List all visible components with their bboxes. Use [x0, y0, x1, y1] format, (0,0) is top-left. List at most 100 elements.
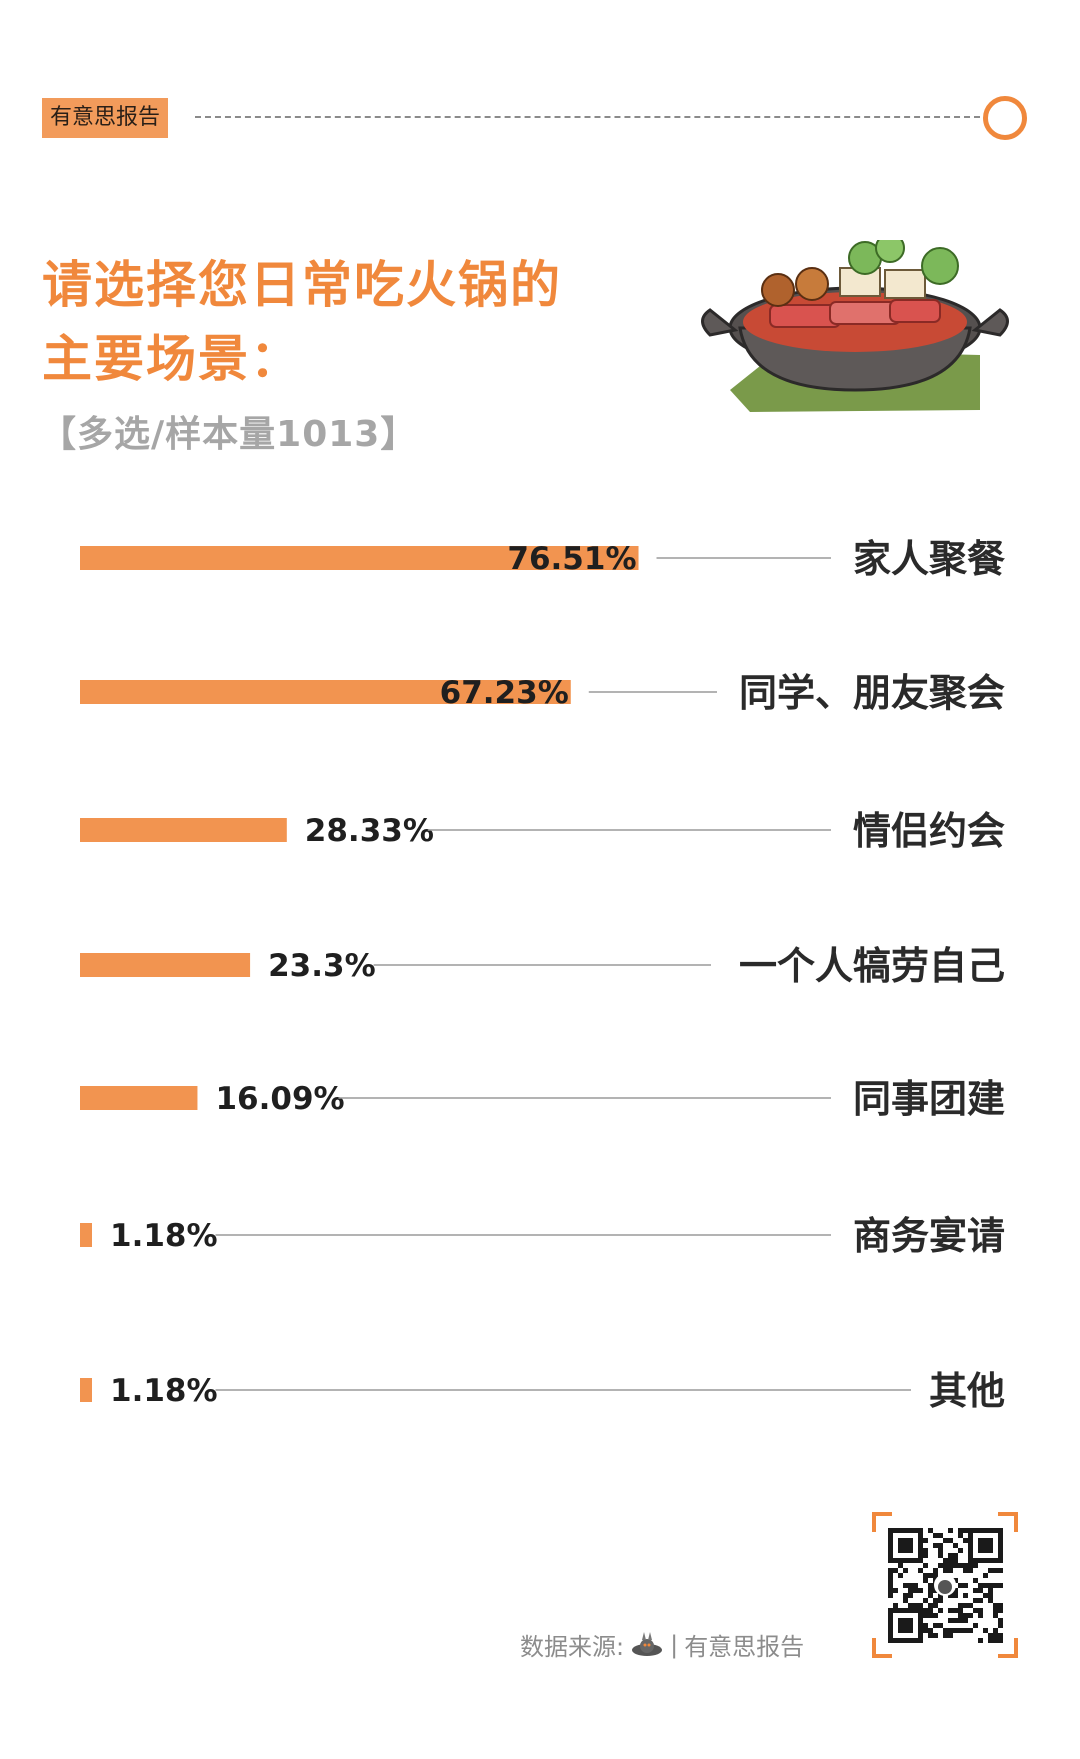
qr-module — [933, 1543, 938, 1548]
qr-module — [958, 1613, 963, 1618]
qr-module — [943, 1558, 948, 1563]
qr-module — [983, 1583, 988, 1588]
qr-module — [938, 1623, 943, 1628]
qr-module — [948, 1628, 953, 1633]
data-source-footer: 数据来源: | 有意思报告 — [520, 1627, 804, 1662]
qr-module — [928, 1573, 933, 1578]
qr-module — [983, 1573, 988, 1578]
qr-module — [928, 1633, 933, 1638]
chart-title: 请选择您日常吃火锅的 主要场景： — [42, 248, 562, 396]
qr-module — [978, 1638, 983, 1643]
qr-module — [968, 1628, 973, 1633]
qr-module — [963, 1568, 968, 1573]
qr-module — [988, 1588, 993, 1593]
qr-module — [988, 1638, 993, 1643]
qr-module — [938, 1563, 943, 1568]
qr-module — [928, 1608, 933, 1613]
qr-module — [978, 1598, 983, 1603]
qr-module — [888, 1593, 893, 1598]
value-label-3: 23.3% — [268, 948, 376, 984]
qr-module — [978, 1588, 983, 1593]
qr-module — [973, 1578, 978, 1583]
qr-logo-icon — [938, 1580, 952, 1594]
qr-module — [913, 1583, 918, 1588]
qr-module — [958, 1533, 963, 1538]
qr-module — [963, 1603, 968, 1608]
qr-code[interactable] — [872, 1512, 1018, 1658]
qr-module — [973, 1588, 978, 1593]
qr-module — [888, 1588, 893, 1593]
qr-module — [963, 1583, 968, 1588]
qr-module — [903, 1568, 908, 1573]
qr-module — [948, 1558, 953, 1563]
qr-module — [933, 1568, 938, 1573]
qr-module — [998, 1568, 1003, 1573]
title-line-2: 主要场景： — [42, 330, 302, 388]
qr-module — [948, 1563, 953, 1568]
qr-module — [973, 1563, 978, 1568]
qr-module — [913, 1603, 918, 1608]
qr-module — [953, 1578, 958, 1583]
source-name: 有意思报告 — [684, 1633, 805, 1661]
qr-module — [888, 1573, 893, 1578]
bar-1 — [80, 680, 571, 704]
qr-module — [973, 1598, 978, 1603]
qr-module — [923, 1608, 928, 1613]
bar-3 — [80, 953, 251, 977]
bar-chart: 76.51% 家人聚餐 67.23% 同学、朋友聚会 28.33% 情侣约会 23.3% 一个… — [80, 537, 1005, 1413]
qr-module — [938, 1553, 943, 1558]
qr-module — [933, 1533, 938, 1538]
qr-module — [958, 1628, 963, 1633]
bar-4 — [80, 1086, 198, 1110]
category-label-1: 同学、朋友聚会 — [739, 671, 1005, 715]
qr-module — [998, 1618, 1003, 1623]
qr-module — [928, 1603, 933, 1608]
qr-finder-core-0 — [898, 1538, 913, 1553]
qr-module — [993, 1603, 998, 1608]
qr-module — [983, 1628, 988, 1633]
qr-module — [938, 1533, 943, 1538]
qr-module — [918, 1568, 923, 1573]
qr-module — [923, 1628, 928, 1633]
qr-module — [938, 1593, 943, 1598]
value-label-1: 67.23% — [440, 675, 569, 711]
qr-module — [893, 1588, 898, 1593]
header-circle-ornament — [983, 96, 1027, 140]
qr-module — [888, 1578, 893, 1583]
qr-module — [958, 1563, 963, 1568]
qr-module — [968, 1613, 973, 1618]
qr-module — [923, 1553, 928, 1558]
qr-corner-bl — [872, 1638, 892, 1658]
bar-0 — [80, 546, 639, 570]
hotpot-illustration — [701, 240, 1009, 412]
qr-module — [888, 1583, 893, 1588]
qr-module — [988, 1633, 993, 1638]
value-label-0: 76.51% — [507, 541, 636, 577]
value-label-5: 1.18% — [110, 1218, 218, 1254]
qr-module — [963, 1593, 968, 1598]
qr-module — [993, 1608, 998, 1613]
qr-module — [928, 1613, 933, 1618]
qr-module — [923, 1613, 928, 1618]
qr-module — [908, 1588, 913, 1593]
qr-module — [953, 1618, 958, 1623]
qr-module — [948, 1538, 953, 1543]
qr-module — [948, 1528, 953, 1533]
qr-module — [943, 1628, 948, 1633]
qr-module — [998, 1623, 1003, 1628]
qr-module — [998, 1633, 1003, 1638]
category-label-6: 其他 — [929, 1369, 1005, 1413]
qr-module — [893, 1603, 898, 1608]
qr-module — [958, 1608, 963, 1613]
qr-module — [928, 1583, 933, 1588]
qr-module — [943, 1633, 948, 1638]
source-label: 数据来源: — [520, 1633, 625, 1661]
qr-module — [963, 1613, 968, 1618]
qr-module — [923, 1578, 928, 1583]
brand-logo-icon — [632, 1631, 663, 1656]
qr-corner-br — [998, 1638, 1018, 1658]
qr-module — [948, 1608, 953, 1613]
qr-module — [923, 1563, 928, 1568]
qr-module — [933, 1598, 938, 1603]
qr-module — [973, 1623, 978, 1628]
